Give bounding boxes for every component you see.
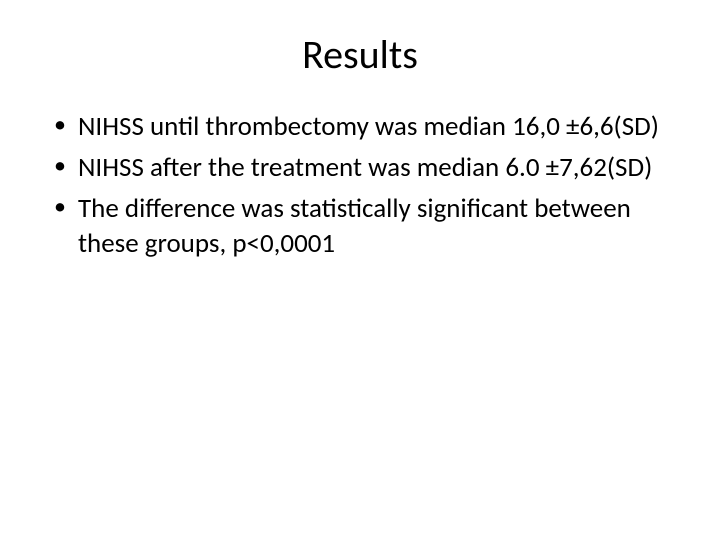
slide-title: Results — [50, 30, 670, 79]
bullet-item: NIHSS until thrombectomy was median 16,0… — [78, 109, 670, 144]
slide-container: Results NIHSS until thrombectomy was med… — [0, 0, 720, 540]
bullet-item: The difference was statistically signifi… — [78, 191, 670, 261]
bullet-item: NIHSS after the treatment was median 6.0… — [78, 150, 670, 185]
bullet-list: NIHSS until thrombectomy was median 16,0… — [50, 109, 670, 261]
